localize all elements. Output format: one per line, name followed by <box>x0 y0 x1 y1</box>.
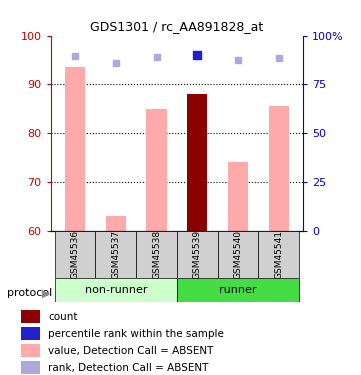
Bar <box>95 231 136 278</box>
Point <box>194 52 200 58</box>
Text: value, Detection Call = ABSENT: value, Detection Call = ABSENT <box>48 346 214 356</box>
Text: GSM45536: GSM45536 <box>70 230 79 279</box>
Text: percentile rank within the sample: percentile rank within the sample <box>48 328 224 339</box>
Point <box>276 55 282 61</box>
Text: runner: runner <box>219 285 257 295</box>
Text: ▶: ▶ <box>42 288 50 298</box>
Bar <box>146 109 167 231</box>
Text: non-runner: non-runner <box>84 285 147 295</box>
Bar <box>105 216 126 231</box>
Bar <box>21 362 40 374</box>
Bar <box>187 94 208 231</box>
Text: protocol: protocol <box>7 288 52 298</box>
Bar <box>218 231 258 278</box>
Point <box>113 60 119 66</box>
Text: GSM45541: GSM45541 <box>274 230 283 279</box>
Point <box>235 57 241 63</box>
Bar <box>21 344 40 357</box>
Text: GSM45540: GSM45540 <box>234 230 243 279</box>
Bar <box>21 327 40 340</box>
Bar <box>55 231 95 278</box>
Text: count: count <box>48 312 78 322</box>
Text: GSM45538: GSM45538 <box>152 230 161 279</box>
Bar <box>65 68 85 231</box>
Bar <box>177 278 299 302</box>
Text: GSM45539: GSM45539 <box>193 230 202 279</box>
Bar <box>21 310 40 323</box>
Bar <box>228 162 248 231</box>
Point <box>72 53 78 59</box>
Point <box>154 54 160 60</box>
Bar <box>258 231 299 278</box>
Title: GDS1301 / rc_AA891828_at: GDS1301 / rc_AA891828_at <box>90 20 264 33</box>
Bar <box>136 231 177 278</box>
Text: GSM45537: GSM45537 <box>111 230 120 279</box>
Bar <box>177 231 218 278</box>
Text: rank, Detection Call = ABSENT: rank, Detection Call = ABSENT <box>48 363 209 373</box>
Bar <box>269 106 289 231</box>
Bar <box>55 278 177 302</box>
